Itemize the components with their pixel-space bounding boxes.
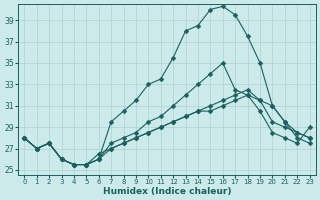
X-axis label: Humidex (Indice chaleur): Humidex (Indice chaleur) (103, 187, 231, 196)
